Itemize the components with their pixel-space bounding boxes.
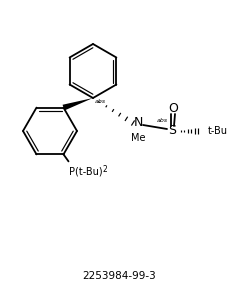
Text: S: S <box>168 125 176 137</box>
Text: Me: Me <box>131 133 145 143</box>
Text: N: N <box>133 117 143 130</box>
Text: P(t-Bu): P(t-Bu) <box>69 166 102 176</box>
Text: abs: abs <box>95 99 106 104</box>
Text: abs: abs <box>157 118 168 123</box>
Text: 2: 2 <box>103 165 107 174</box>
Text: 2253984-99-3: 2253984-99-3 <box>82 271 156 281</box>
Text: O: O <box>168 103 178 115</box>
Polygon shape <box>63 98 93 110</box>
Text: t-Bu: t-Bu <box>208 126 228 136</box>
